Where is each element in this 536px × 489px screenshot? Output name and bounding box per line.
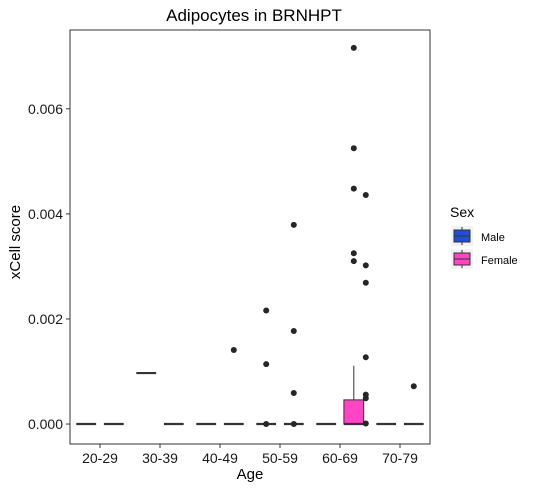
outlier-point: [410, 383, 417, 390]
outlier-point: [362, 279, 369, 286]
axes: 0.000 0.002 0.004 0.006 20-29 30-39 40-49 50-59…: [28, 101, 418, 466]
y-tick-label: 0.006: [28, 101, 63, 117]
outlier-point: [362, 191, 369, 198]
plot-marks: [76, 44, 424, 428]
legend-title: Sex: [450, 204, 474, 220]
outlier-point: [362, 395, 369, 402]
x-axis-label: Age: [237, 466, 264, 483]
y-axis-label: xCell score: [7, 205, 24, 279]
outlier-point: [290, 390, 297, 397]
x-tick-label: 40-49: [202, 450, 238, 466]
outlier-point: [290, 328, 297, 335]
outlier-point: [350, 258, 357, 265]
outlier-point: [362, 354, 369, 361]
legend-label: Female: [481, 255, 518, 267]
legend-label: Male: [481, 232, 505, 244]
outlier-point: [230, 346, 237, 353]
outlier-point: [263, 421, 270, 428]
x-tick-label: 30-39: [142, 450, 178, 466]
y-tick-label: 0.000: [28, 416, 63, 432]
outlier-point: [362, 262, 369, 269]
outlier-point: [350, 145, 357, 152]
plot-panel: [69, 29, 431, 445]
outlier-point: [263, 361, 270, 368]
x-tick-label: 50-59: [262, 450, 298, 466]
outlier-point: [350, 44, 357, 51]
outlier-point: [350, 185, 357, 192]
chart-title: Adipocytes in BRNHPT: [166, 6, 342, 25]
outlier-point: [290, 221, 297, 228]
box: [343, 399, 365, 425]
outlier-point: [350, 250, 357, 257]
y-tick-label: 0.002: [28, 311, 63, 327]
outlier-point: [263, 307, 270, 314]
legend: Sex Male Female: [450, 204, 518, 269]
x-tick-label: 70-79: [382, 450, 418, 466]
x-tick-label: 60-69: [322, 450, 358, 466]
y-tick-label: 0.004: [28, 206, 63, 222]
outlier-point: [290, 421, 297, 428]
outlier-point: [362, 420, 369, 427]
x-tick-label: 20-29: [82, 450, 118, 466]
